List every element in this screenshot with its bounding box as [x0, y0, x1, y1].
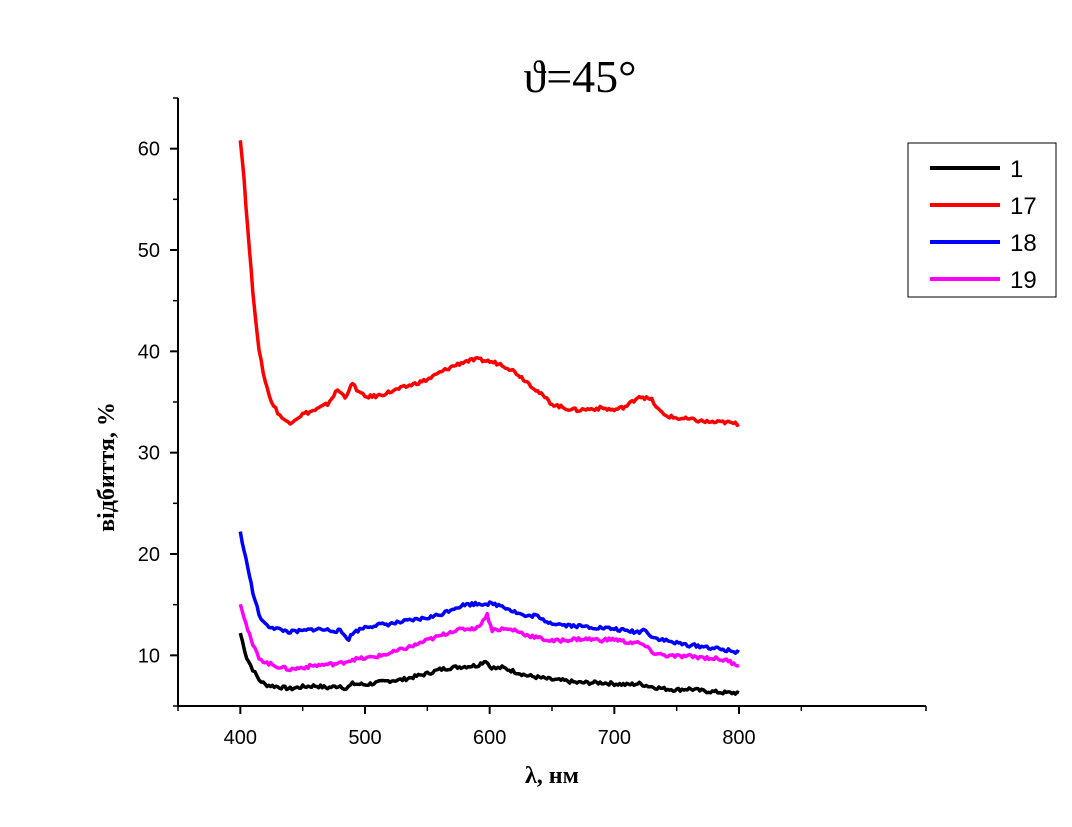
x-tick-label: 600 [473, 727, 506, 749]
x-tick-label: 800 [722, 727, 755, 749]
y-tick-label: 20 [138, 544, 160, 566]
y-axis-title: відбиття, % [94, 402, 120, 532]
y-tick-label: 10 [138, 645, 160, 667]
series-line-18 [238, 531, 740, 655]
chart-title: ϑ=45° [523, 51, 636, 102]
series-lines [238, 140, 740, 696]
x-tick-label: 700 [598, 727, 631, 749]
legend-label: 19 [1010, 267, 1037, 294]
x-tick-label: 500 [348, 727, 381, 749]
legend-label: 18 [1010, 230, 1037, 257]
x-axis-title: λ, нм [525, 763, 579, 789]
y-ticks: 10 20 30 40 50 60 [138, 97, 178, 707]
legend: 1 17 18 19 [907, 142, 1057, 298]
x-ticks: 400 500 600 700 800 [177, 706, 927, 749]
axes [177, 98, 926, 707]
y-tick-label: 60 [138, 139, 160, 161]
series-line-19 [238, 603, 740, 673]
legend-label: 17 [1010, 193, 1037, 220]
y-tick-label: 30 [138, 443, 160, 465]
y-tick-label: 50 [138, 240, 160, 262]
legend-label: 1 [1010, 156, 1023, 183]
series-line-1 [238, 632, 740, 696]
y-tick-label: 40 [138, 341, 160, 363]
x-tick-label: 400 [224, 727, 257, 749]
series-line-17 [238, 140, 740, 428]
